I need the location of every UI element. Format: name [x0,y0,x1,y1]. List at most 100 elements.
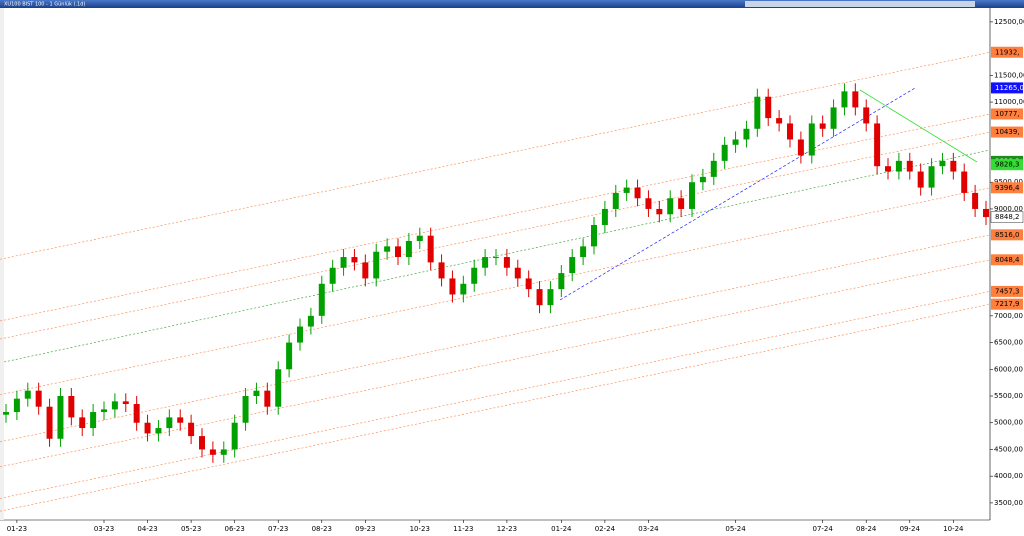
candle-body [133,404,140,423]
price-level-box [991,285,1023,297]
candle-body [601,208,608,225]
candle-body [351,257,358,263]
price-level-box [991,82,1023,94]
candle-body [24,390,31,399]
x-tick-label: 11-23 [453,525,473,533]
y-tick-label: 4500,00 [994,445,1023,453]
candle-body [612,192,619,209]
price-level-box [991,254,1023,266]
candle-body [667,198,674,215]
price-level-label: 11265,0 [995,84,1024,92]
candle-body [471,267,478,284]
candle-body [286,342,293,370]
x-tick-label: 06-23 [224,525,244,533]
toolbar[interactable] [745,1,975,7]
x-tick-label: 02-24 [595,525,616,533]
candle-body [939,160,946,167]
candle-body [3,412,9,415]
candle-body [297,326,303,343]
candle-body [199,436,205,450]
price-level-label: 10777, [995,110,1020,118]
candle-body [35,390,42,407]
price-level-box [990,211,1024,223]
candle-body [57,396,64,439]
y-tick-label: 7000,00 [994,312,1023,320]
candle-body [972,192,979,209]
x-tick-label: 07-24 [812,525,833,533]
price-level-label: 8048,4 [995,256,1020,264]
candle-body [710,160,717,177]
candle-body [318,283,325,316]
candle-body [819,123,826,129]
x-tick-label: 01-24 [551,525,572,533]
x-tick-label: 03-24 [638,525,659,533]
price-level-box [991,229,1023,241]
candle-body [656,208,663,215]
y-tick-label: 6500,00 [994,339,1023,347]
x-tick-label: 09-23 [355,525,375,533]
candle-body [961,171,968,193]
candle-body [678,198,685,209]
price-level-label: 9828,3 [995,161,1020,169]
trend-line [3,149,990,363]
price-level-label: 9396,4 [995,184,1020,192]
candle-body [177,417,184,423]
candle-body [514,267,521,279]
candle-body [166,417,173,429]
candle-body [438,262,445,279]
x-tick-label: 03-23 [94,525,114,533]
candle-body [536,289,543,306]
title-bar [0,0,1024,8]
candle-body [384,246,391,252]
y-tick-label: 5000,00 [994,419,1023,427]
candle-body [405,241,412,258]
candle-body [79,417,86,429]
candle-body [830,107,837,129]
candle-body [111,401,118,410]
price-level-label: 8848,2 [995,213,1020,221]
price-level-box [991,108,1023,120]
channel-line [0,113,990,322]
candle-body [155,428,162,434]
price-level-label: 7217,9 [995,300,1020,308]
candle-body [558,273,565,290]
candle-body [874,123,881,167]
candle-body [906,160,913,172]
candle-body [580,246,587,258]
price-level-label: 8516,0 [995,231,1020,239]
channel-line [0,51,990,260]
candle-body [732,139,739,145]
channel-line [0,234,990,443]
candle-body [329,267,336,284]
candle-body [493,257,499,259]
price-level-label: 10439, [995,128,1020,136]
x-tick-label: 08-23 [312,525,332,533]
candle-body [188,422,195,437]
y-tick-label: 3500,00 [994,499,1023,507]
price-level-label: 7457,3 [995,287,1020,295]
candle-body [275,369,282,407]
candle-body [787,123,793,140]
candle-body [591,224,597,247]
candle-body [307,315,314,327]
candle-body [209,449,216,455]
left-toolbar [0,8,4,520]
channel-line [0,131,990,340]
y-tick-label: 5500,00 [994,392,1023,400]
chart-title: XU100 BIST 100 - 1 Günlük (.1d) [4,2,85,8]
candle-body [427,235,434,263]
candle-body [808,123,815,156]
y-tick-label: 9000,00 [994,205,1023,213]
candle-body [754,96,761,129]
y-tick-label: 11000,00 [994,98,1024,106]
price-level-box [991,126,1023,138]
candle-body [13,398,20,413]
y-tick-label: 6000,00 [994,365,1023,373]
x-tick-label: 04-23 [137,525,157,533]
candle-body [852,91,859,108]
candle-body [841,91,848,108]
y-tick-label: 4000,00 [994,472,1023,480]
candle-body [449,278,456,295]
channel-line [0,303,990,512]
